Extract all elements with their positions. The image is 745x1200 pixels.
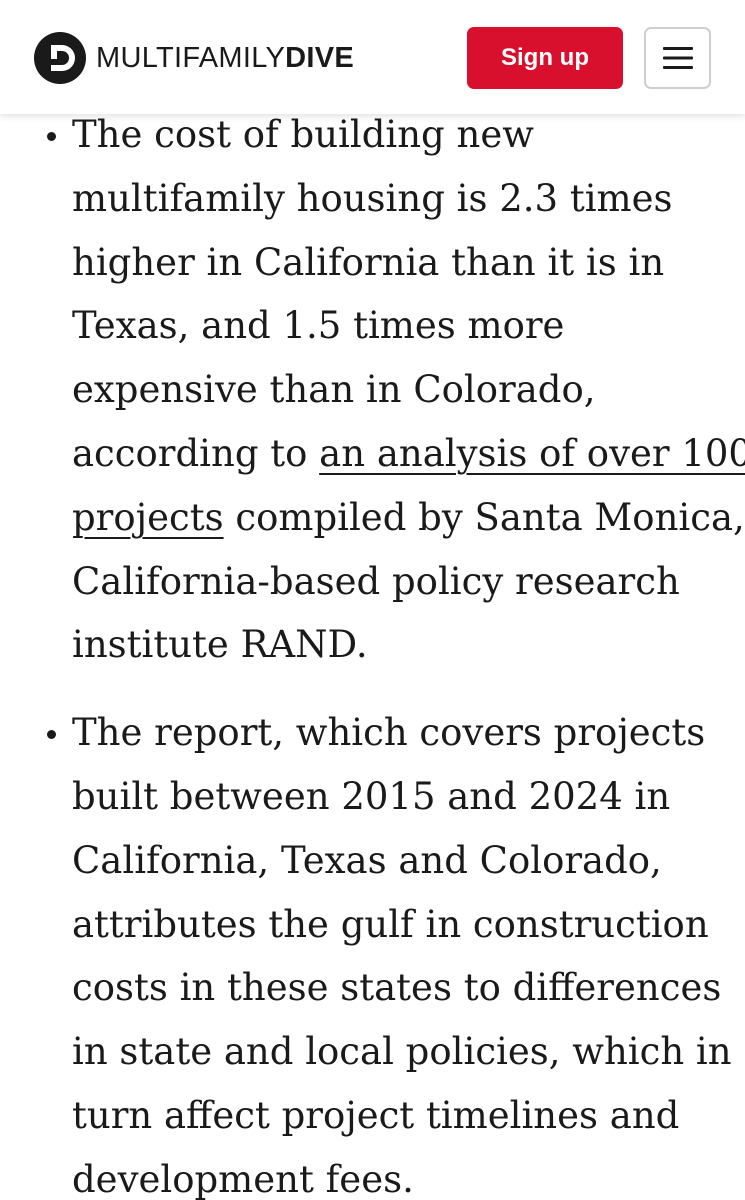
bullet-1-line-6-text: according to <box>72 431 320 475</box>
article-body: The cost of building new multifamily hou… <box>0 103 745 1200</box>
bullet-2-line-6: in state and local policies, which in <box>72 1030 732 1074</box>
bullet-1-line-4: Texas, and 1.5 times more <box>72 304 565 348</box>
dive-logo-mark-icon <box>34 32 86 84</box>
hamburger-icon <box>662 47 693 69</box>
bullet-1-line-1: The cost of building new <box>72 113 534 156</box>
bullet-1-line-7-text: compiled by Santa Monica, <box>223 495 745 539</box>
bullet-2-line-1: The report, which covers projects <box>72 711 706 755</box>
bullet-1-line-5: expensive than in Colorado, <box>72 368 596 412</box>
bullet-item-report-details: The report, which covers projects built … <box>0 701 745 1200</box>
bullet-1-line-2: multifamily housing is 2.3 times <box>72 176 673 220</box>
bullet-1-line-7: projects compiled by Santa Monica, <box>72 486 745 550</box>
bullet-item-cost-comparison: The cost of building new multifamily hou… <box>0 103 745 677</box>
bullet-2-line-8: development fees. <box>72 1157 414 1200</box>
bullet-2-line-2: built between 2015 and 2024 in <box>72 774 671 818</box>
rand-analysis-link-part-2[interactable]: projects <box>72 495 224 539</box>
logo-wordmark: MULTIFAMILYDIVE <box>96 42 354 75</box>
bullet-1-line-6: according to an analysis of over 100 <box>72 422 745 486</box>
logo-word-dive: DIVE <box>285 41 355 74</box>
bullet-2-line-3: California, Texas and Colorado, <box>72 838 662 882</box>
bullet-1-line-9: institute RAND. <box>72 623 368 667</box>
summary-bullet-list: The cost of building new multifamily hou… <box>0 103 745 1200</box>
bullet-dot <box>47 132 56 141</box>
bullet-1-line-8: California-based policy research <box>72 559 680 603</box>
bullet-2-line-4: attributes the gulf in construction <box>72 902 709 946</box>
bullet-1-line-3: higher in California than it is in <box>72 240 665 284</box>
menu-button[interactable] <box>644 27 711 89</box>
bullet-2-line-7: turn affect project timelines and <box>72 1093 680 1137</box>
sign-up-button[interactable]: Sign up <box>467 27 623 89</box>
rand-analysis-link-part-1[interactable]: an analysis of over 100 <box>319 431 745 475</box>
bullet-2-line-5: costs in these states to differences <box>72 966 722 1010</box>
site-logo[interactable]: MULTIFAMILYDIVE <box>34 32 354 84</box>
site-header: MULTIFAMILYDIVE Sign up <box>0 0 745 114</box>
bullet-dot <box>47 730 56 740</box>
logo-word-multifamily: MULTIFAMILY <box>96 41 286 74</box>
